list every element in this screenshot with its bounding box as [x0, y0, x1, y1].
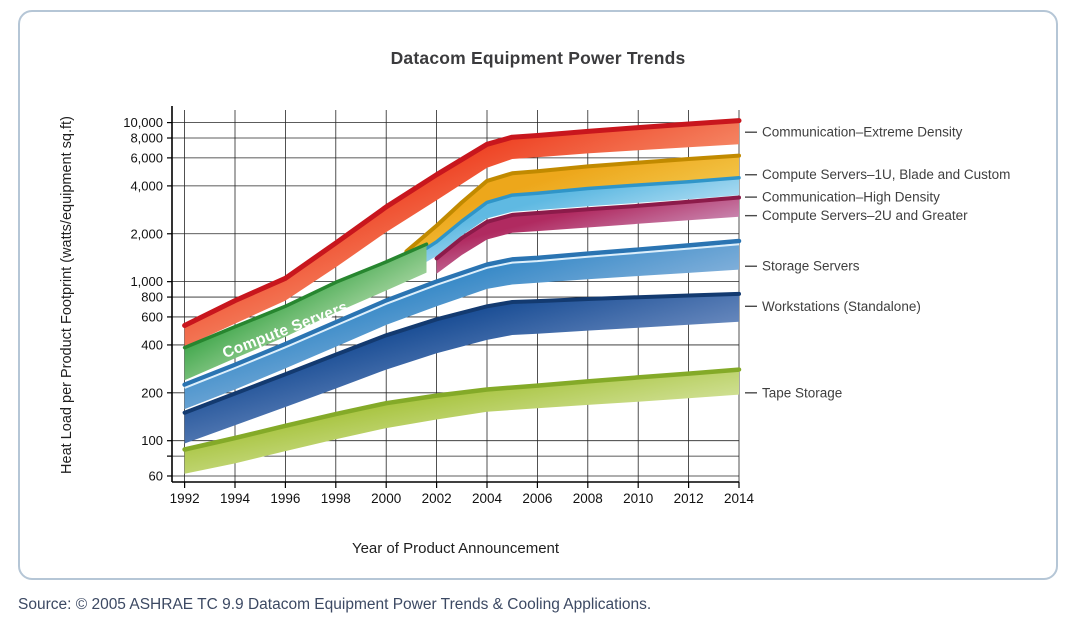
band-edge-compute-servers [182, 242, 429, 350]
band-labels: Communication–Extreme Density Compute Ser… [745, 125, 1010, 400]
y-tick-label: 100 [141, 433, 163, 448]
y-tick-label: 2,000 [130, 226, 163, 241]
x-tick-label: 1996 [270, 491, 300, 506]
x-axis-label: Year of Product Announcement [351, 540, 560, 557]
band-highlight-storage [184, 243, 740, 389]
y-tick-label: 800 [141, 290, 163, 305]
band-compute-servers [184, 244, 427, 381]
band-edge-compute-2u [434, 195, 741, 261]
x-tick-label: 2000 [371, 491, 401, 506]
source-attribution: Source: © 2005 ASHRAE TC 9.9 Datacom Equ… [18, 596, 652, 613]
legend-label-compute-2u: Compute Servers–2U and Greater [762, 208, 968, 223]
x-tick-label: 2010 [623, 491, 653, 506]
legend-label-compute-1u: Compute Servers–1U, Blade and Custom [762, 167, 1010, 182]
x-ticks: 1992 1994 1996 1998 2000 2002 2004 2006 2008 2010… [170, 482, 755, 506]
band-edge-tape [182, 367, 742, 452]
band-edge-comm-extreme [182, 118, 742, 328]
y-tick-label: 400 [141, 337, 163, 352]
y-tick-label: 600 [141, 309, 163, 324]
x-tick-label: 2004 [472, 491, 503, 506]
y-tick-label: 200 [141, 385, 163, 400]
band-comm-extreme [184, 120, 740, 347]
legend-label-tape: Tape Storage [762, 385, 842, 400]
x-tick-label: 2012 [674, 491, 704, 506]
band-edge-compute-1u [404, 153, 741, 254]
x-tick-label: 2002 [422, 491, 452, 506]
legend-label-comm-high: Communication–High Density [762, 190, 940, 205]
trend-bands [182, 118, 742, 474]
band-edge-storage [182, 238, 742, 387]
legend-label-comm-extreme: Communication–Extreme Density [762, 125, 963, 140]
band-edge-comm-high [424, 176, 741, 251]
band-tape [184, 369, 740, 474]
x-tick-label: 1998 [321, 491, 351, 506]
y-tick-label: 8,000 [130, 131, 163, 146]
x-tick-label: 2014 [724, 491, 755, 506]
x-tick-label: 2006 [522, 491, 552, 506]
legend-label-storage: Storage Servers [762, 259, 860, 274]
axes [171, 106, 739, 483]
chart-panel: Datacom Equipment Power Trends Heat Load… [18, 10, 1058, 580]
y-tick-label: 4,000 [130, 178, 163, 193]
x-tick-label: 1994 [220, 491, 251, 506]
y-tick-label: 6,000 [130, 150, 163, 165]
x-tick-label: 2008 [573, 491, 603, 506]
y-tick-label: 60 [149, 468, 163, 483]
legend-label-workstations: Workstations (Standalone) [762, 299, 921, 314]
band-workstations [184, 293, 740, 444]
chart-title: Datacom Equipment Power Trends [390, 48, 686, 68]
y-tick-label: 10,000 [123, 115, 163, 130]
y-tick-label: 1,000 [130, 274, 163, 289]
band-edge-workstations [182, 291, 741, 415]
x-tick-label: 1992 [170, 491, 200, 506]
